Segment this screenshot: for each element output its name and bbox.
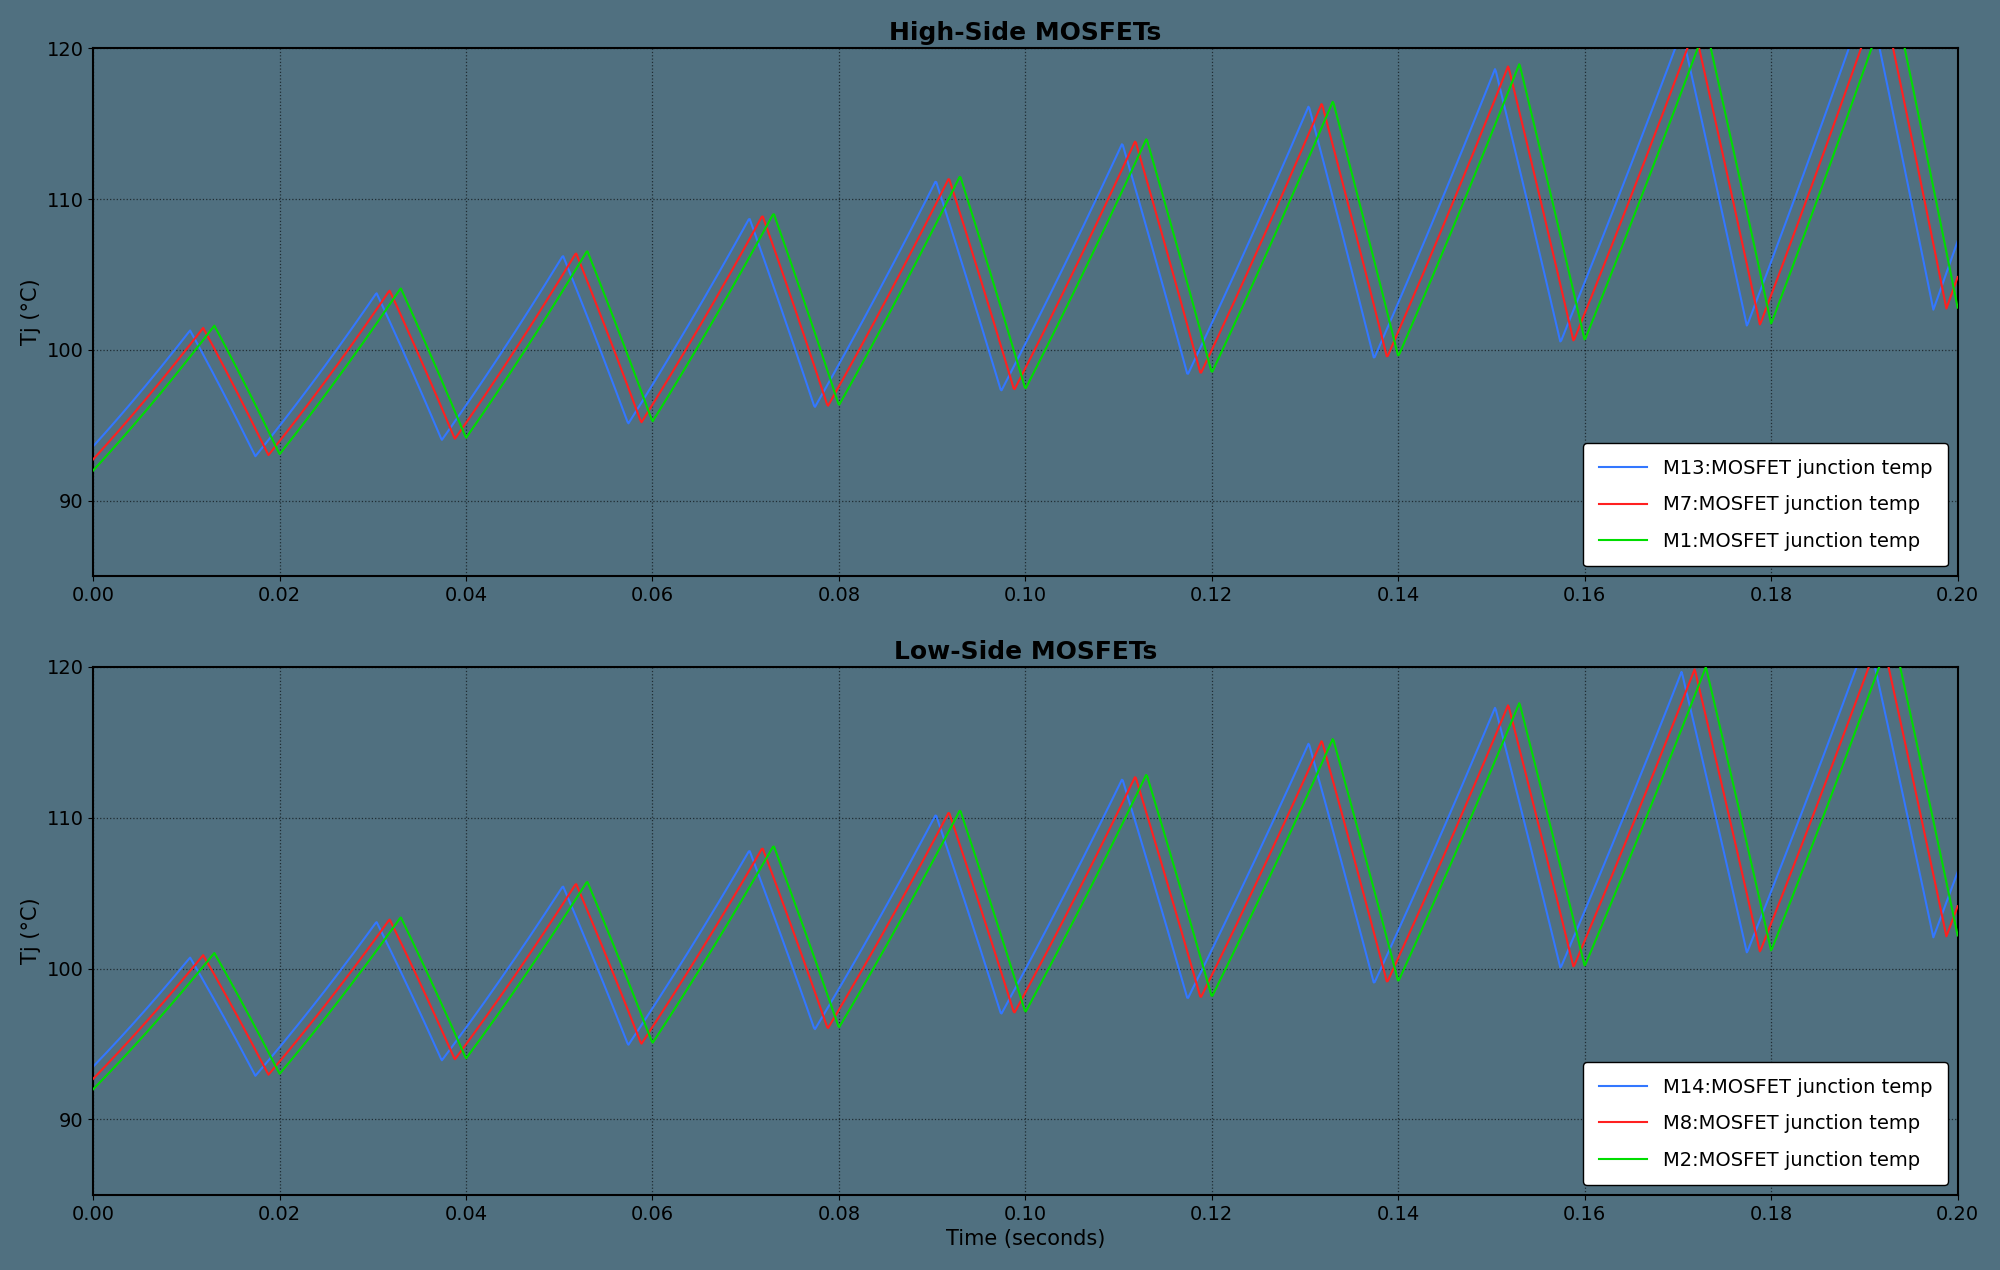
M7:MOSFET junction temp bbox=[988, 334, 1012, 349]
M7:MOSFET junction temp bbox=[1892, 90, 1916, 105]
M13:MOSFET junction temp bbox=[988, 382, 1012, 398]
M7:MOSFET junction temp bbox=[176, 339, 200, 354]
M2:MOSFET junction temp bbox=[1880, 624, 1904, 639]
M1:MOSFET junction temp bbox=[176, 352, 200, 367]
M14:MOSFET junction temp bbox=[176, 952, 200, 968]
M2:MOSFET junction temp bbox=[82, 1082, 106, 1097]
M8:MOSFET junction temp bbox=[938, 809, 962, 824]
M8:MOSFET junction temp bbox=[1870, 626, 1894, 641]
M14:MOSFET junction temp bbox=[1894, 799, 1918, 814]
M1:MOSFET junction temp bbox=[1946, 300, 1970, 315]
M8:MOSFET junction temp bbox=[176, 965, 200, 980]
M8:MOSFET junction temp bbox=[988, 960, 1012, 975]
M13:MOSFET junction temp bbox=[244, 448, 268, 464]
M2:MOSFET junction temp bbox=[1550, 862, 1574, 878]
M14:MOSFET junction temp bbox=[940, 852, 964, 867]
M8:MOSFET junction temp bbox=[82, 1071, 106, 1086]
M13:MOSFET junction temp bbox=[1892, 160, 1916, 175]
M13:MOSFET junction temp bbox=[82, 439, 106, 455]
Line: M14:MOSFET junction temp: M14:MOSFET junction temp bbox=[94, 636, 1958, 1076]
M13:MOSFET junction temp bbox=[1946, 234, 1970, 249]
M13:MOSFET junction temp bbox=[1894, 165, 1918, 180]
Line: M7:MOSFET junction temp: M7:MOSFET junction temp bbox=[94, 0, 1958, 460]
M8:MOSFET junction temp bbox=[1892, 733, 1916, 748]
Y-axis label: Tj (°C): Tj (°C) bbox=[20, 898, 40, 964]
M1:MOSFET junction temp bbox=[1892, 39, 1916, 55]
M7:MOSFET junction temp bbox=[1946, 269, 1970, 284]
M14:MOSFET junction temp bbox=[1856, 629, 1880, 644]
Y-axis label: Tj (°C): Tj (°C) bbox=[20, 279, 40, 345]
Line: M13:MOSFET junction temp: M13:MOSFET junction temp bbox=[94, 0, 1958, 456]
M14:MOSFET junction temp bbox=[1946, 865, 1970, 880]
Title: High-Side MOSFETs: High-Side MOSFETs bbox=[890, 20, 1162, 44]
M1:MOSFET junction temp bbox=[938, 188, 962, 203]
Line: M2:MOSFET junction temp: M2:MOSFET junction temp bbox=[94, 631, 1958, 1090]
M14:MOSFET junction temp bbox=[988, 1006, 1012, 1021]
M1:MOSFET junction temp bbox=[1892, 34, 1916, 50]
M14:MOSFET junction temp bbox=[1892, 794, 1916, 809]
M14:MOSFET junction temp bbox=[82, 1059, 106, 1074]
M7:MOSFET junction temp bbox=[1550, 281, 1574, 296]
M7:MOSFET junction temp bbox=[938, 175, 962, 190]
M7:MOSFET junction temp bbox=[1892, 95, 1916, 110]
M2:MOSFET junction temp bbox=[176, 977, 200, 992]
M2:MOSFET junction temp bbox=[938, 820, 962, 836]
Title: Low-Side MOSFETs: Low-Side MOSFETs bbox=[894, 640, 1156, 664]
Line: M1:MOSFET junction temp: M1:MOSFET junction temp bbox=[94, 0, 1958, 471]
M13:MOSFET junction temp bbox=[940, 221, 964, 236]
X-axis label: Time (seconds): Time (seconds) bbox=[946, 1229, 1106, 1250]
M2:MOSFET junction temp bbox=[1892, 674, 1916, 690]
M1:MOSFET junction temp bbox=[1550, 231, 1574, 246]
M14:MOSFET junction temp bbox=[244, 1068, 268, 1083]
M13:MOSFET junction temp bbox=[1550, 330, 1574, 345]
M13:MOSFET junction temp bbox=[1856, 0, 1880, 1]
M2:MOSFET junction temp bbox=[1946, 928, 1970, 944]
M1:MOSFET junction temp bbox=[82, 464, 106, 479]
M1:MOSFET junction temp bbox=[988, 296, 1012, 311]
M2:MOSFET junction temp bbox=[1892, 679, 1916, 695]
M8:MOSFET junction temp bbox=[1550, 909, 1574, 925]
M2:MOSFET junction temp bbox=[988, 923, 1012, 939]
M8:MOSFET junction temp bbox=[1946, 899, 1970, 914]
M14:MOSFET junction temp bbox=[1550, 956, 1574, 972]
Legend: M14:MOSFET junction temp, M8:MOSFET junction temp, M2:MOSFET junction temp: M14:MOSFET junction temp, M8:MOSFET junc… bbox=[1584, 1062, 1948, 1185]
Legend: M13:MOSFET junction temp, M7:MOSFET junction temp, M1:MOSFET junction temp: M13:MOSFET junction temp, M7:MOSFET junc… bbox=[1584, 443, 1948, 566]
M8:MOSFET junction temp bbox=[1892, 728, 1916, 743]
M13:MOSFET junction temp bbox=[176, 325, 200, 340]
M7:MOSFET junction temp bbox=[82, 452, 106, 467]
Line: M8:MOSFET junction temp: M8:MOSFET junction temp bbox=[94, 634, 1958, 1078]
